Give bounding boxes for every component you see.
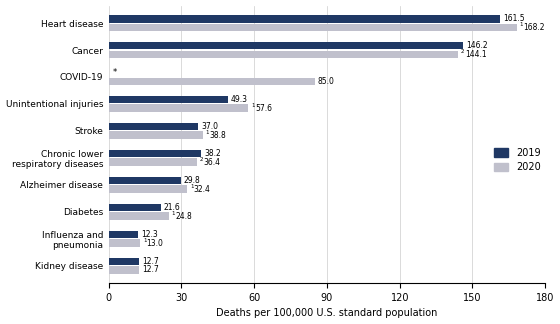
Text: 146.2: 146.2: [466, 41, 488, 50]
Text: 161.5: 161.5: [503, 14, 525, 23]
Text: 85.0: 85.0: [318, 77, 334, 86]
Text: 12.7: 12.7: [142, 257, 159, 266]
Text: 1: 1: [206, 130, 209, 135]
Bar: [109, 132, 203, 139]
Text: 1: 1: [190, 184, 194, 189]
Text: 144.1: 144.1: [465, 50, 486, 59]
Text: 21.6: 21.6: [164, 203, 181, 212]
Bar: [109, 42, 463, 50]
Bar: [109, 24, 517, 31]
Text: 32.4: 32.4: [194, 185, 211, 194]
Text: 38.8: 38.8: [209, 131, 226, 140]
Text: 29.8: 29.8: [184, 176, 200, 185]
Text: 38.2: 38.2: [204, 149, 221, 158]
Bar: [109, 96, 228, 103]
X-axis label: Deaths per 100,000 U.S. standard population: Deaths per 100,000 U.S. standard populat…: [216, 308, 437, 318]
Bar: [109, 231, 138, 238]
Bar: [109, 212, 169, 220]
Text: 57.6: 57.6: [255, 104, 272, 113]
Bar: [109, 177, 181, 184]
Bar: [109, 266, 139, 274]
Text: 1: 1: [143, 238, 147, 243]
Text: 2: 2: [461, 49, 465, 54]
Text: 1: 1: [251, 103, 255, 108]
Bar: [109, 204, 161, 211]
Bar: [109, 15, 501, 23]
Text: 13.0: 13.0: [147, 238, 164, 248]
Bar: [109, 150, 201, 157]
Text: 24.8: 24.8: [175, 212, 192, 221]
Bar: [109, 239, 140, 247]
Text: *: *: [112, 68, 116, 77]
Bar: [109, 258, 139, 265]
Text: 12.7: 12.7: [142, 265, 159, 274]
Bar: [109, 51, 458, 58]
Text: 168.2: 168.2: [523, 23, 545, 32]
Bar: [109, 123, 198, 130]
Bar: [109, 104, 248, 112]
Text: 12.3: 12.3: [141, 230, 158, 239]
Bar: [109, 185, 187, 193]
Text: 2: 2: [200, 157, 203, 162]
Text: 1: 1: [172, 211, 175, 216]
Text: 49.3: 49.3: [231, 95, 248, 104]
Bar: [109, 158, 197, 166]
Text: 37.0: 37.0: [201, 122, 218, 131]
Text: 36.4: 36.4: [203, 158, 221, 167]
Legend: 2019, 2020: 2019, 2020: [490, 144, 545, 176]
Text: 1: 1: [520, 22, 523, 28]
Bar: [109, 77, 315, 85]
